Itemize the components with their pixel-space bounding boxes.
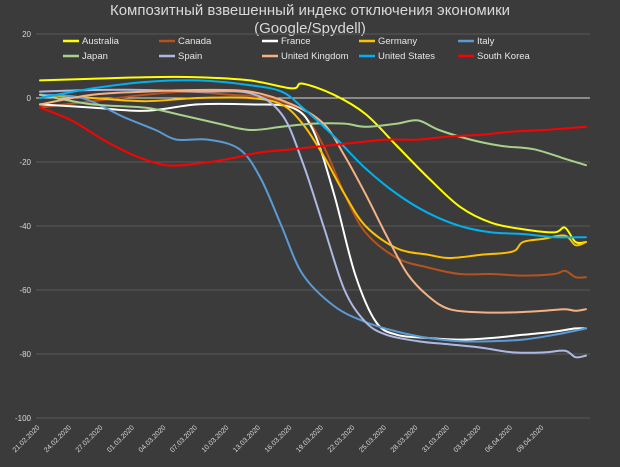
x-tick-label: 24.02.2020 (43, 424, 73, 454)
series-line-japan (39, 93, 587, 167)
legend-item-japan: Japan (63, 51, 108, 62)
grid (36, 33, 590, 419)
x-tick-label: 10.03.2020 (201, 424, 231, 454)
x-tick-label: 22.03.2020 (327, 424, 357, 454)
legend-label: Italy (477, 36, 495, 47)
legend-label: United States (378, 51, 435, 62)
x-tick-label: 31.03.2020 (421, 424, 451, 454)
y-tick-label: 20 (22, 30, 31, 39)
x-tick-label: 25.03.2020 (358, 424, 388, 454)
y-tick-label: -60 (19, 286, 31, 295)
x-tick-label: 01.03.2020 (106, 424, 136, 454)
legend-label: Canada (178, 36, 212, 47)
legend-item-south-korea: South Korea (458, 51, 531, 62)
x-tick-label: 21.02.2020 (12, 424, 42, 454)
legend-label: Australia (82, 36, 120, 47)
y-tick-label: -20 (19, 158, 31, 167)
x-axis-ticks: 21.02.2020 24.02.2020 27.02.2020 01.03.2020… (12, 424, 546, 454)
series-line-australia (39, 75, 587, 245)
series-line-south-korea (39, 106, 587, 167)
legend-item-canada: Canada (159, 36, 212, 47)
x-tick-label: 07.03.2020 (169, 424, 199, 454)
series-line-canada (39, 90, 587, 279)
legend-label: United Kingdom (281, 51, 349, 62)
legend-item-united-kingdom: United Kingdom (262, 51, 349, 62)
x-tick-label: 16.03.2020 (264, 424, 294, 454)
legend-label: France (281, 36, 311, 47)
y-tick-label: 0 (27, 94, 32, 103)
series-line-italy (39, 93, 587, 343)
legend-label: Germany (378, 36, 417, 47)
x-tick-label: 28.03.2020 (390, 424, 420, 454)
legend-item-australia: Australia (63, 36, 120, 47)
chart-title-line-1: Композитный взвешенный индекс отключения… (110, 2, 510, 19)
x-tick-label: 04.03.2020 (138, 424, 168, 454)
legend-item-united-states: United States (359, 51, 435, 62)
series-line-germany (39, 93, 587, 259)
chart-title-line-2: (Google/Spydell) (254, 20, 366, 37)
y-axis-ticks: 20 0 -20 -40 -60 -80 -100 (15, 30, 32, 423)
legend-item-france: France (262, 36, 311, 47)
series-line-united-states (39, 79, 587, 239)
x-tick-label: 09.04.2020 (516, 424, 546, 454)
x-tick-label: 03.04.2020 (453, 424, 483, 454)
y-tick-label: -100 (15, 414, 32, 423)
legend-label: Japan (82, 51, 108, 62)
legend-item-italy: Italy (458, 36, 495, 47)
series-line-spain (39, 88, 587, 359)
y-tick-label: -40 (19, 222, 31, 231)
x-tick-label: 06.04.2020 (484, 424, 514, 454)
series-lines (39, 75, 587, 359)
x-tick-label: 13.03.2020 (232, 424, 262, 454)
chart-title: Композитный взвешенный индекс отключения… (110, 2, 510, 37)
y-tick-label: -80 (19, 350, 31, 359)
series-line-united-kingdom (39, 88, 587, 314)
x-tick-label: 19.03.2020 (295, 424, 325, 454)
legend-item-spain: Spain (159, 51, 202, 62)
x-tick-label: 27.02.2020 (75, 424, 105, 454)
legend-label: South Korea (477, 51, 531, 62)
legend: Australia Canada France Germany Italy Japan Sp… (63, 36, 531, 62)
legend-label: Spain (178, 51, 202, 62)
legend-item-germany: Germany (359, 36, 417, 47)
series-line-france (39, 102, 587, 341)
